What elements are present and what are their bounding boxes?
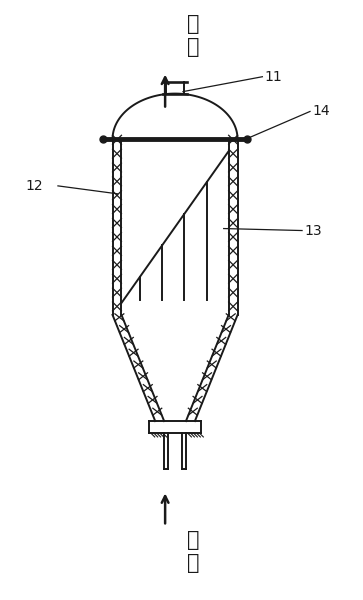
Text: 进
水: 进 水 xyxy=(187,530,199,574)
Text: 12: 12 xyxy=(25,179,43,193)
Text: 出
水: 出 水 xyxy=(187,14,199,58)
Text: 13: 13 xyxy=(304,224,322,238)
Text: 14: 14 xyxy=(312,104,330,118)
Text: 11: 11 xyxy=(264,70,282,84)
